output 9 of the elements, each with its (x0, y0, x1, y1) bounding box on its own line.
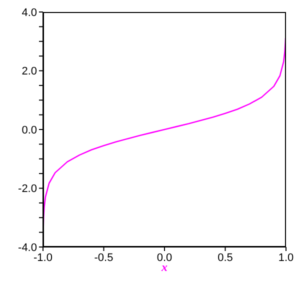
y-tick-label: -4.0 (18, 242, 37, 254)
y-tick-label: 4.0 (22, 6, 37, 19)
x-tick-label: 1.0 (278, 252, 294, 264)
x-tick-label: -0.5 (94, 252, 114, 264)
y-tick-label: 0.0 (22, 124, 37, 136)
x-tick-label: 0.5 (218, 252, 233, 264)
x-tick-label: -1.0 (34, 252, 52, 264)
y-tick-label: 2.0 (22, 66, 37, 78)
y-tick-label: -2.0 (18, 183, 37, 196)
